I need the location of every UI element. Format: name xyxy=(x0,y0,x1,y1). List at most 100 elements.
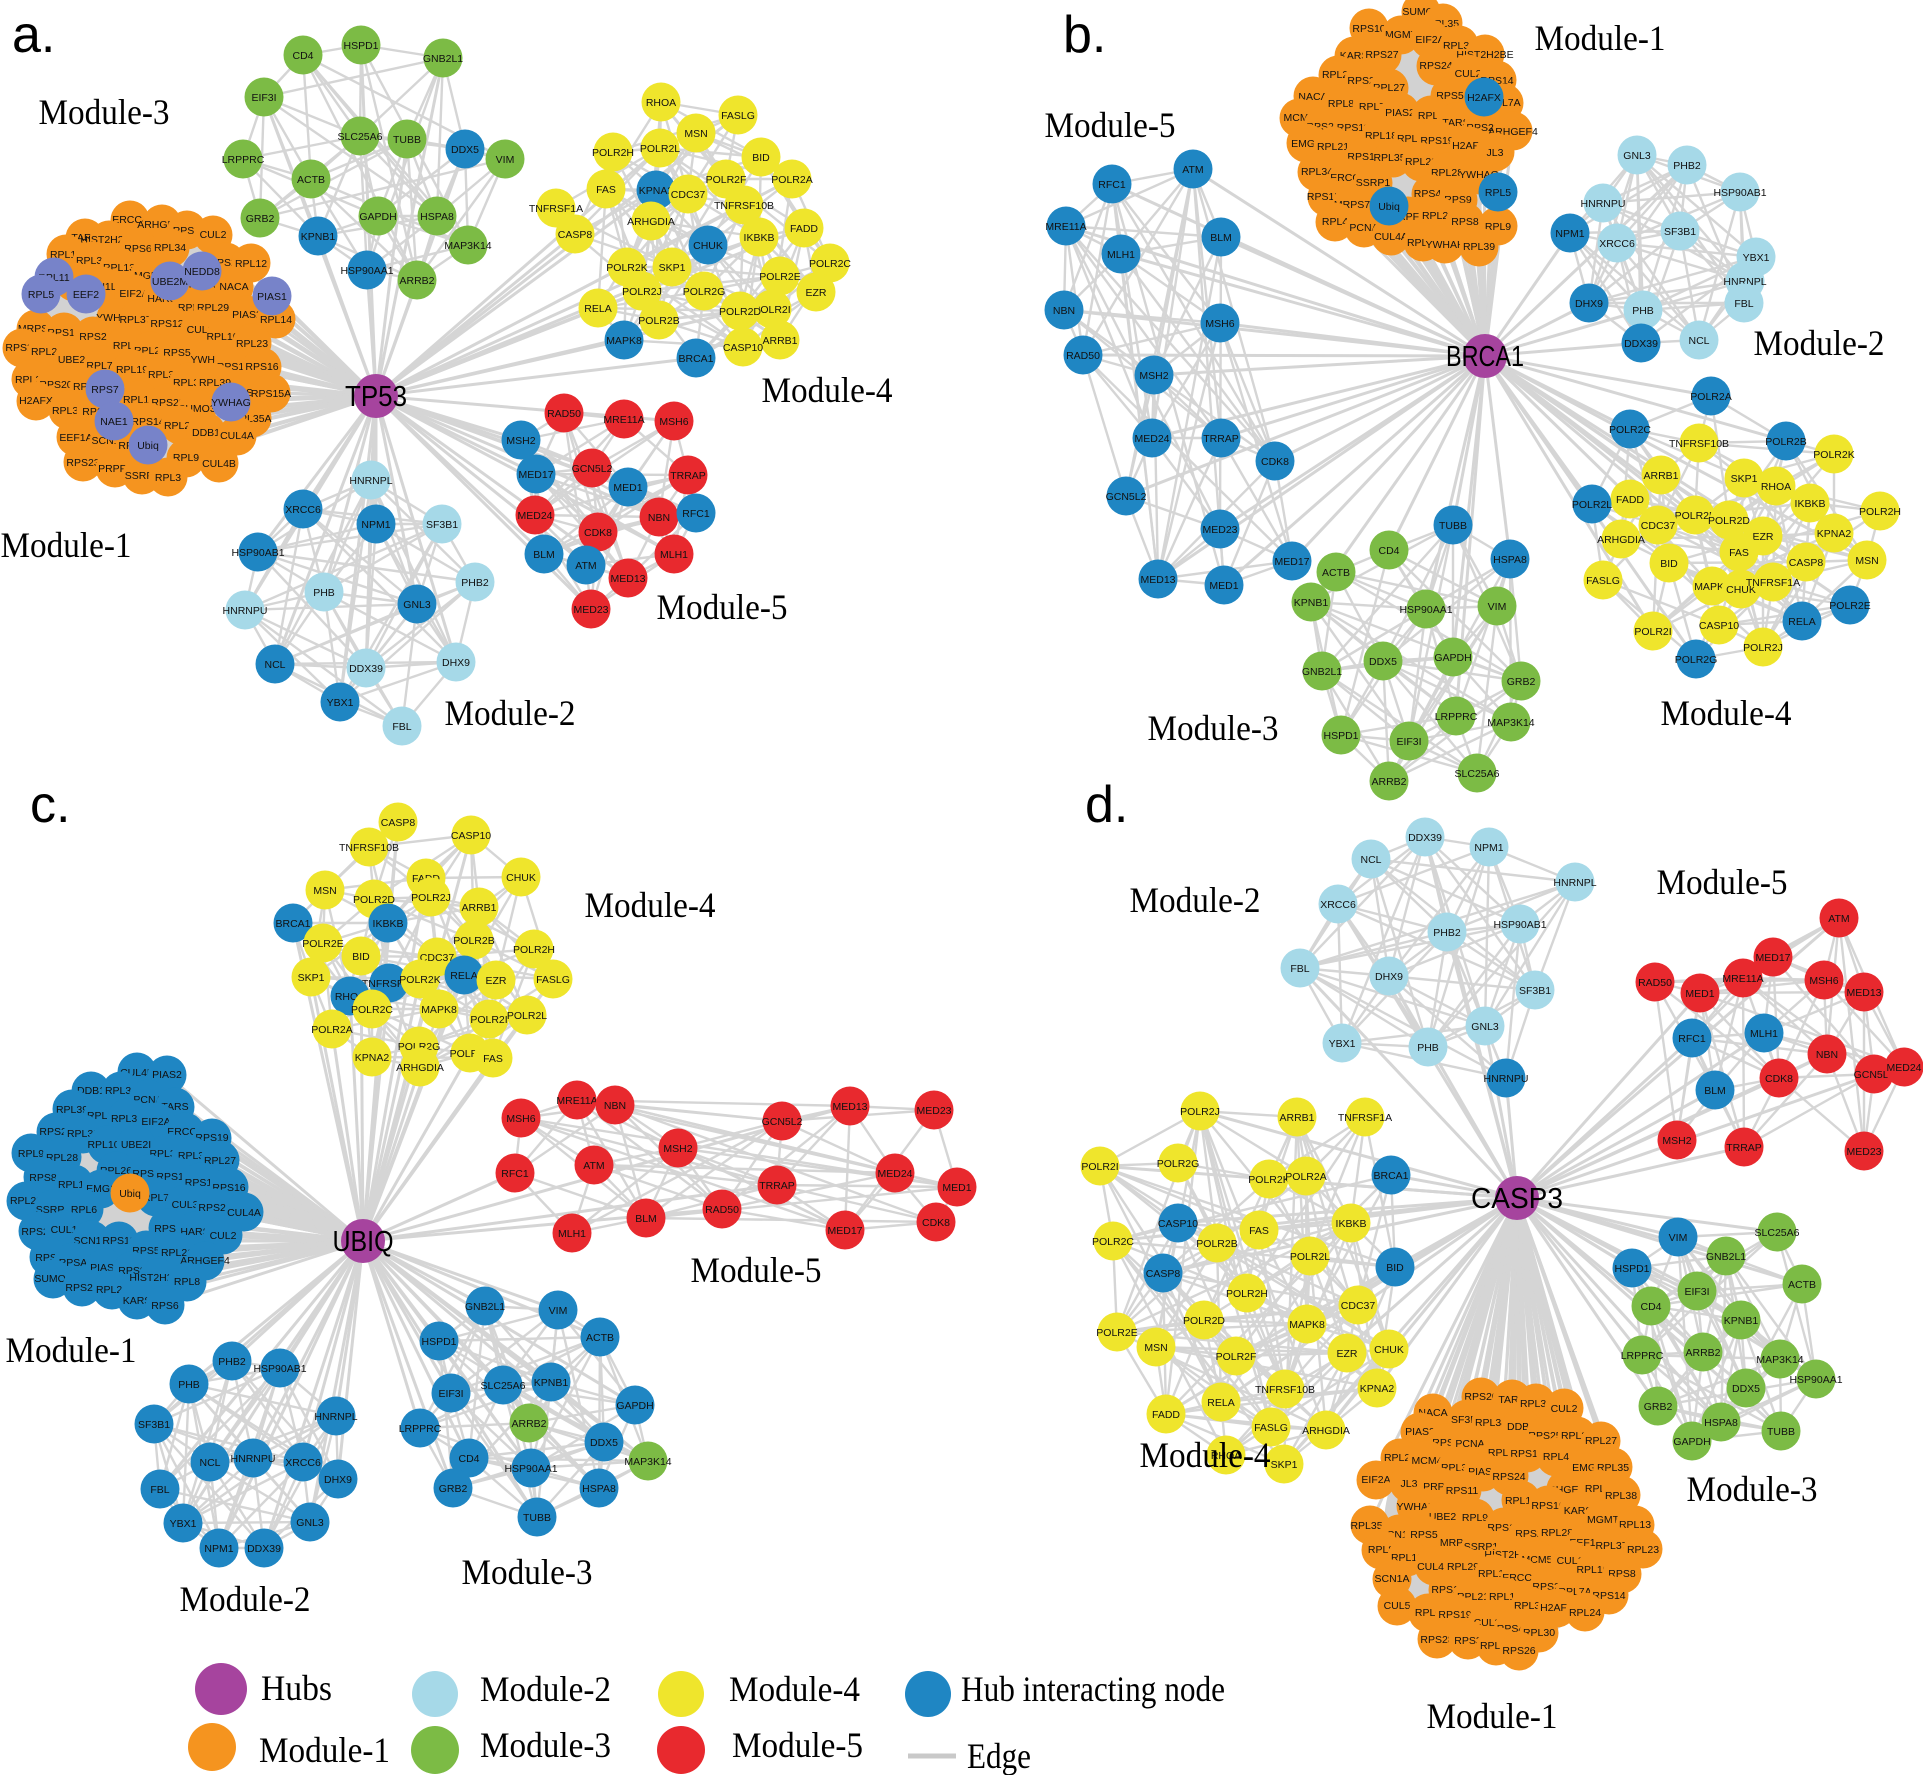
svg-text:RFC1: RFC1 xyxy=(682,508,710,520)
svg-text:DDB1: DDB1 xyxy=(192,427,220,439)
svg-text:DHX9: DHX9 xyxy=(442,657,470,669)
svg-text:POLR2L: POLR2L xyxy=(1290,1251,1330,1263)
svg-text:LRPPRC: LRPPRC xyxy=(399,1423,442,1435)
svg-text:MSH6: MSH6 xyxy=(1205,318,1234,330)
svg-text:TRRAP: TRRAP xyxy=(1203,433,1239,445)
svg-text:EIF2A: EIF2A xyxy=(1415,34,1444,46)
svg-text:NEDD8: NEDD8 xyxy=(184,266,220,278)
svg-text:TRRAP: TRRAP xyxy=(1726,1142,1762,1154)
svg-text:CDC37: CDC37 xyxy=(671,189,706,201)
svg-text:RPS7: RPS7 xyxy=(91,384,119,396)
svg-text:RAD50: RAD50 xyxy=(1638,977,1672,989)
svg-text:MSH6: MSH6 xyxy=(506,1113,535,1125)
svg-text:HNRNPU: HNRNPU xyxy=(1581,198,1626,210)
svg-text:RELA: RELA xyxy=(584,303,611,315)
svg-text:CUL1: CUL1 xyxy=(51,1224,78,1236)
svg-text:YWHAG: YWHAG xyxy=(211,397,251,409)
svg-text:RPS19: RPS19 xyxy=(1420,135,1453,147)
svg-text:MED23: MED23 xyxy=(1846,1146,1881,1158)
svg-text:FAS: FAS xyxy=(483,1053,503,1065)
svg-text:RPL21: RPL21 xyxy=(161,1247,193,1259)
svg-text:MRE11A: MRE11A xyxy=(603,414,644,426)
svg-text:SKP1: SKP1 xyxy=(1271,1459,1298,1471)
svg-text:TNFRSF10B: TNFRSF10B xyxy=(339,842,399,854)
svg-text:VIM: VIM xyxy=(549,1305,568,1317)
svg-text:POLR2C: POLR2C xyxy=(351,1004,393,1016)
svg-text:HNRNPL: HNRNPL xyxy=(314,1411,357,1423)
svg-text:RPL12: RPL12 xyxy=(235,258,267,270)
svg-text:MSH6: MSH6 xyxy=(659,416,688,428)
svg-text:VIM: VIM xyxy=(496,154,515,166)
svg-text:Module-3: Module-3 xyxy=(1687,1469,1818,1509)
svg-text:EEF1A: EEF1A xyxy=(59,432,92,444)
svg-text:CUL2: CUL2 xyxy=(200,229,227,241)
svg-text:NPM1: NPM1 xyxy=(1555,228,1584,240)
svg-text:HNRNPL: HNRNPL xyxy=(1723,276,1766,288)
svg-text:NBN: NBN xyxy=(604,1100,626,1112)
svg-text:POLR2F: POLR2F xyxy=(1216,1351,1257,1363)
svg-text:POLR2D: POLR2D xyxy=(719,306,761,318)
svg-text:RPL34: RPL34 xyxy=(1301,166,1333,178)
svg-text:VIM: VIM xyxy=(1669,1232,1688,1244)
svg-text:FASLG: FASLG xyxy=(1586,575,1620,587)
svg-text:RPS16: RPS16 xyxy=(1531,1500,1564,1512)
svg-text:CHUK: CHUK xyxy=(693,240,723,252)
svg-text:RPL28: RPL28 xyxy=(1431,167,1463,179)
svg-text:VIM: VIM xyxy=(1488,601,1507,613)
svg-text:CDK8: CDK8 xyxy=(922,1217,950,1229)
svg-text:POLR2L: POLR2L xyxy=(640,143,680,155)
svg-text:EIF3I: EIF3I xyxy=(251,92,276,104)
svg-text:RPL14: RPL14 xyxy=(260,314,292,326)
svg-text:RPL31: RPL31 xyxy=(105,1085,137,1097)
svg-text:XRCC6: XRCC6 xyxy=(285,504,321,516)
svg-text:RPS14: RPS14 xyxy=(1592,1590,1625,1602)
svg-text:RPL35A: RPL35A xyxy=(1350,1520,1389,1532)
svg-text:MLH1: MLH1 xyxy=(1750,1028,1778,1040)
svg-text:RPS24: RPS24 xyxy=(1492,1471,1525,1483)
svg-text:CUL4A: CUL4A xyxy=(1417,1561,1451,1573)
svg-text:PHB2: PHB2 xyxy=(218,1356,246,1368)
svg-text:RPS8: RPS8 xyxy=(1451,216,1479,228)
svg-text:POLR2A: POLR2A xyxy=(771,174,812,186)
svg-text:KPNA2: KPNA2 xyxy=(355,1052,390,1064)
svg-text:CUL2: CUL2 xyxy=(210,1230,237,1242)
svg-text:CASP10: CASP10 xyxy=(723,342,763,354)
svg-text:HARS: HARS xyxy=(180,1226,209,1238)
svg-text:SF3B1: SF3B1 xyxy=(426,519,458,531)
svg-text:GNB2L1: GNB2L1 xyxy=(1706,1251,1746,1263)
svg-text:GNB2L1: GNB2L1 xyxy=(1302,666,1342,678)
svg-text:MSN: MSN xyxy=(1855,555,1878,567)
svg-text:POLR2G: POLR2G xyxy=(683,286,726,298)
svg-text:GAPDH: GAPDH xyxy=(616,1400,653,1412)
svg-text:TNFRSF10B: TNFRSF10B xyxy=(1255,1384,1315,1396)
svg-text:ARRB1: ARRB1 xyxy=(461,902,496,914)
svg-text:MSN: MSN xyxy=(684,128,707,140)
svg-text:GCN5L2: GCN5L2 xyxy=(762,1116,803,1128)
svg-text:POLR2K: POLR2K xyxy=(1813,449,1854,461)
svg-text:FAS: FAS xyxy=(1249,1225,1269,1237)
svg-text:POLR2I: POLR2I xyxy=(1081,1161,1118,1173)
svg-text:FASLG: FASLG xyxy=(1254,1422,1288,1434)
svg-text:RPL3: RPL3 xyxy=(178,1150,204,1162)
svg-text:TNFRSF10B: TNFRSF10B xyxy=(1669,438,1729,450)
svg-text:RPL29: RPL29 xyxy=(1447,1561,1479,1573)
svg-text:POLR2J: POLR2J xyxy=(622,286,662,298)
svg-text:RPS24: RPS24 xyxy=(198,1202,231,1214)
svg-text:HSPA8: HSPA8 xyxy=(420,211,454,223)
svg-text:POLR2H: POLR2H xyxy=(592,147,634,159)
svg-text:DDX39: DDX39 xyxy=(349,663,383,675)
svg-text:MED24: MED24 xyxy=(877,1168,912,1180)
svg-text:EIF3I: EIF3I xyxy=(438,1388,463,1400)
svg-text:KPNA2: KPNA2 xyxy=(1817,528,1852,540)
svg-text:RPL9: RPL9 xyxy=(1462,1512,1488,1524)
svg-text:MGMT: MGMT xyxy=(1587,1514,1620,1526)
svg-text:RPL6: RPL6 xyxy=(71,1204,97,1216)
svg-text:UBIQ: UBIQ xyxy=(333,1226,394,1258)
svg-text:CD4: CD4 xyxy=(1378,545,1399,557)
svg-text:MGMT: MGMT xyxy=(1385,29,1418,41)
svg-text:ACTB: ACTB xyxy=(1322,567,1350,579)
svg-text:DHX9: DHX9 xyxy=(1375,971,1403,983)
svg-text:MED1: MED1 xyxy=(942,1182,971,1194)
svg-text:POLR2D: POLR2D xyxy=(1183,1315,1225,1327)
svg-text:EIF2A: EIF2A xyxy=(141,1116,170,1128)
